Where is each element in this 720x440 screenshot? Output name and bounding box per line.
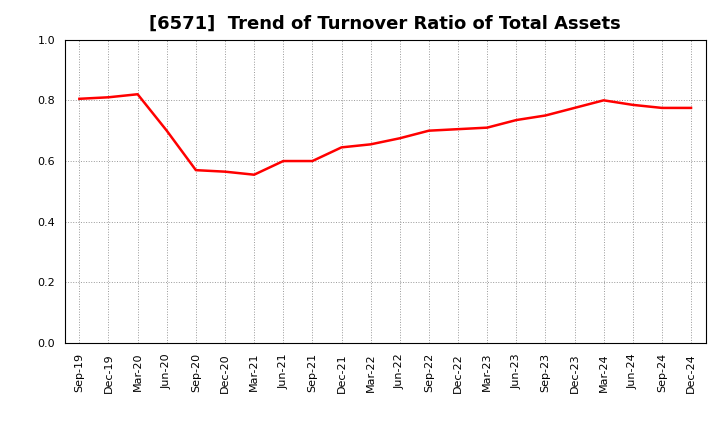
Title: [6571]  Trend of Turnover Ratio of Total Assets: [6571] Trend of Turnover Ratio of Total … <box>149 15 621 33</box>
